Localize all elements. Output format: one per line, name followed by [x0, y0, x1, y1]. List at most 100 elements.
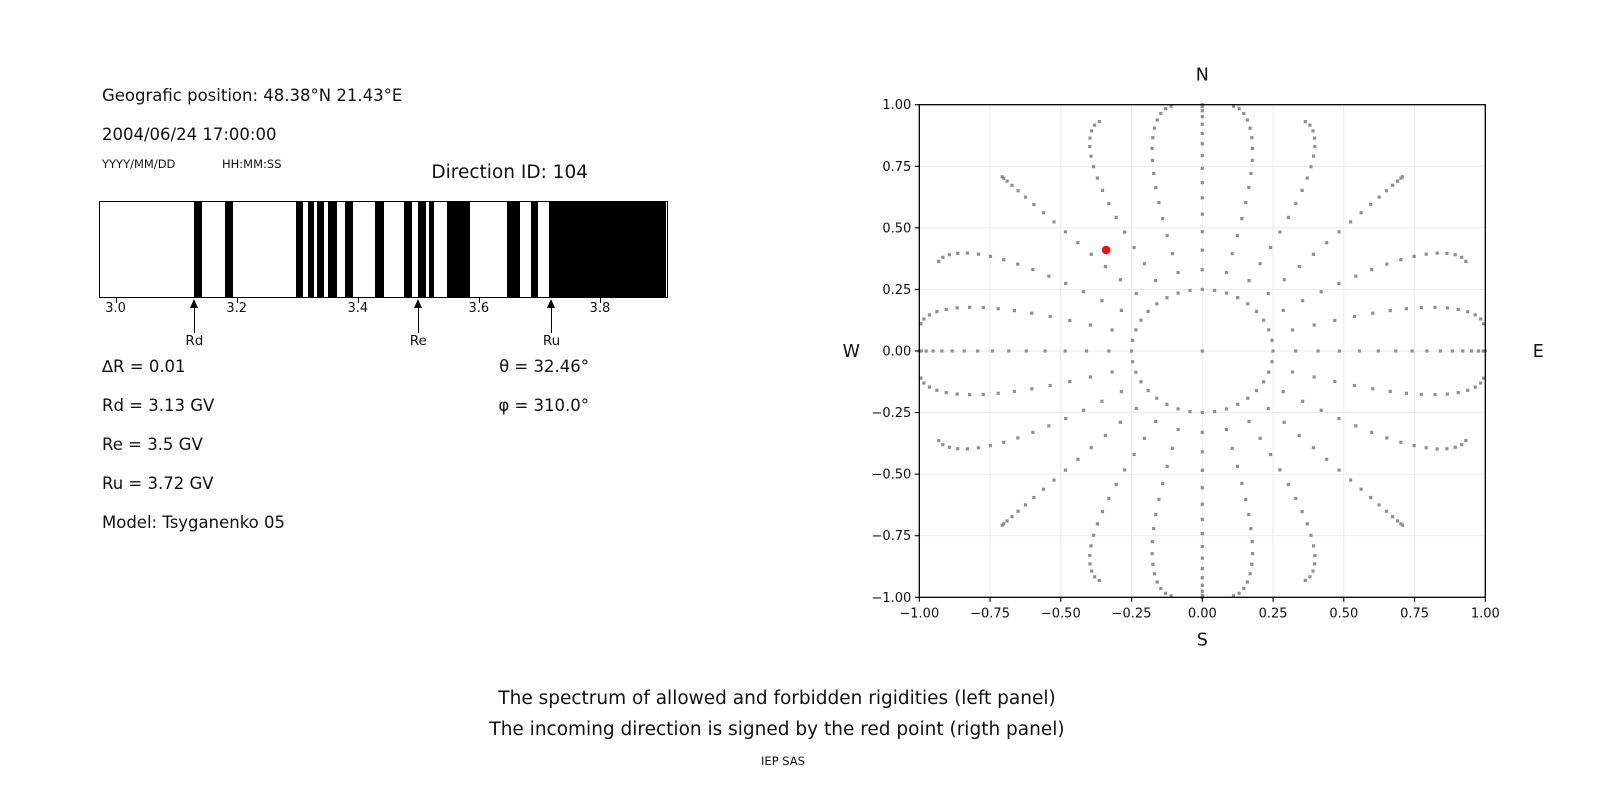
- direction-grid-dot: [1200, 567, 1204, 571]
- direction-grid-dot: [1352, 314, 1356, 319]
- direction-grid-dot: [1370, 430, 1374, 434]
- direction-grid-dot: [990, 349, 995, 353]
- direction-grid-dot: [1002, 440, 1006, 444]
- direction-grid-dot: [1337, 417, 1341, 421]
- direction-grid-dot: [1300, 188, 1304, 192]
- y-tick-label: 0.00: [882, 345, 911, 360]
- direction-grid-dot: [1118, 278, 1122, 282]
- direction-grid-dot: [1460, 443, 1464, 447]
- direction-grid-dot: [1200, 468, 1204, 472]
- direction-grid-dot: [1357, 349, 1362, 353]
- direction-grid-dot: [1052, 478, 1056, 482]
- direction-grid-dot: [1445, 447, 1449, 451]
- direction-grid-dot: [1456, 391, 1460, 395]
- direction-grid-dot: [1231, 594, 1236, 598]
- direction-grid-dot: [1142, 436, 1147, 440]
- direction-grid-dot: [1384, 509, 1389, 513]
- direction-grid-dot: [1200, 131, 1204, 135]
- direction-grid-dot: [1095, 176, 1099, 180]
- direction-grid-dot: [1005, 519, 1009, 523]
- direction-grid-dot: [1337, 230, 1341, 234]
- direction-grid-dot: [1312, 375, 1316, 379]
- direction-grid-dot: [1236, 402, 1240, 406]
- direction-grid-dot: [1312, 544, 1316, 548]
- direction-grid-dot: [1170, 252, 1174, 256]
- direction-grid-dot: [1064, 281, 1068, 285]
- direction-grid-dot: [1100, 510, 1105, 514]
- direction-grid-dot: [1152, 572, 1157, 576]
- direction-grid-dot: [1450, 349, 1454, 353]
- direction-grid-dot: [1157, 497, 1161, 501]
- cutoff-arrow-head: [413, 299, 422, 308]
- direction-grid-dot: [1319, 408, 1323, 412]
- direction-grid-dot: [947, 445, 951, 449]
- direction-grid-dot: [996, 307, 1000, 311]
- direction-grid-dot: [1254, 389, 1259, 393]
- direction-grid-dot: [1247, 419, 1251, 423]
- direction-grid-dot: [981, 306, 985, 310]
- direction-grid-dot: [1152, 126, 1157, 130]
- forbidden-allowed-bar: [193, 202, 202, 297]
- direction-grid-dot: [1161, 217, 1165, 221]
- direction-grid-dot: [1337, 281, 1341, 285]
- direction-grid-dot: [1224, 291, 1229, 295]
- direction-grid-dot: [1150, 146, 1154, 150]
- direction-grid-dot: [1290, 370, 1295, 374]
- direction-grid-dot: [1154, 419, 1158, 423]
- cutoff-arrow-head: [189, 299, 198, 308]
- direction-grid-dot: [1359, 487, 1363, 491]
- direction-grid-dot: [1107, 201, 1111, 206]
- direction-grid-dot: [1313, 553, 1317, 558]
- direction-grid-dot: [1250, 136, 1254, 140]
- direction-grid-dot: [1271, 349, 1275, 353]
- direction-grid-dot: [935, 310, 939, 314]
- direction-grid-dot: [1267, 328, 1271, 332]
- direction-grid-dot: [1165, 234, 1169, 238]
- direction-grid-dot: [1303, 120, 1307, 124]
- direction-grid-dot: [1290, 328, 1295, 332]
- direction-grid-dot: [944, 307, 948, 311]
- direction-grid-dot: [1005, 179, 1009, 183]
- cutoff-arrow-stem: [550, 307, 553, 333]
- direction-grid-dot: [1100, 299, 1104, 303]
- direction-grid-dot: [1445, 251, 1449, 255]
- direction-grid-dot: [1031, 430, 1035, 434]
- x-tick: [236, 298, 238, 303]
- caption-line-2: The incoming direction is signed by the …: [489, 719, 1065, 740]
- y-tick-label: 1.00: [882, 98, 911, 113]
- direction-grid-dot: [1095, 522, 1099, 526]
- param-rd: Rd = 3.13 GV: [102, 396, 215, 415]
- direction-grid-dot: [1313, 562, 1317, 566]
- direction-grid-dot: [1388, 389, 1392, 393]
- direction-grid-dot: [1337, 349, 1341, 353]
- param-phi: φ = 310.0°: [498, 396, 589, 415]
- forbidden-allowed-bar: [345, 202, 354, 297]
- direction-grid-dot: [1281, 308, 1285, 312]
- direction-grid-dot: [1359, 211, 1363, 215]
- direction-grid-dot: [1278, 230, 1282, 234]
- x-tick-label: −0.25: [1112, 606, 1152, 621]
- direction-grid-dot: [1400, 523, 1404, 527]
- direction-grid-dot: [1092, 533, 1096, 537]
- direction-grid-dot: [1151, 562, 1155, 566]
- caption-line-1: The spectrum of allowed and forbidden ri…: [498, 688, 1056, 709]
- direction-grid-dot: [1064, 417, 1068, 421]
- forbidden-allowed-bar: [446, 202, 471, 297]
- direction-grid-dot: [1325, 241, 1329, 245]
- direction-grid-dot: [1247, 185, 1251, 190]
- direction-grid-dot: [1224, 407, 1229, 411]
- direction-grid-dot: [1076, 457, 1080, 461]
- direction-grid-dot: [956, 447, 960, 451]
- direction-grid-dot: [1297, 265, 1301, 269]
- direction-grid-dot: [1176, 291, 1180, 295]
- direction-grid-dot: [1048, 314, 1052, 319]
- direction-grid-dot: [1154, 185, 1158, 190]
- direction-grid-dot: [1068, 318, 1072, 323]
- direction-grid-dot: [937, 259, 941, 263]
- direction-grid-dot: [1107, 349, 1111, 353]
- direction-grid-dot: [941, 443, 945, 447]
- direction-grid-dot: [1248, 126, 1252, 130]
- direction-grid-dot: [1313, 144, 1317, 149]
- direction-grid-dot: [1023, 195, 1028, 199]
- direction-grid-dot: [1242, 111, 1246, 116]
